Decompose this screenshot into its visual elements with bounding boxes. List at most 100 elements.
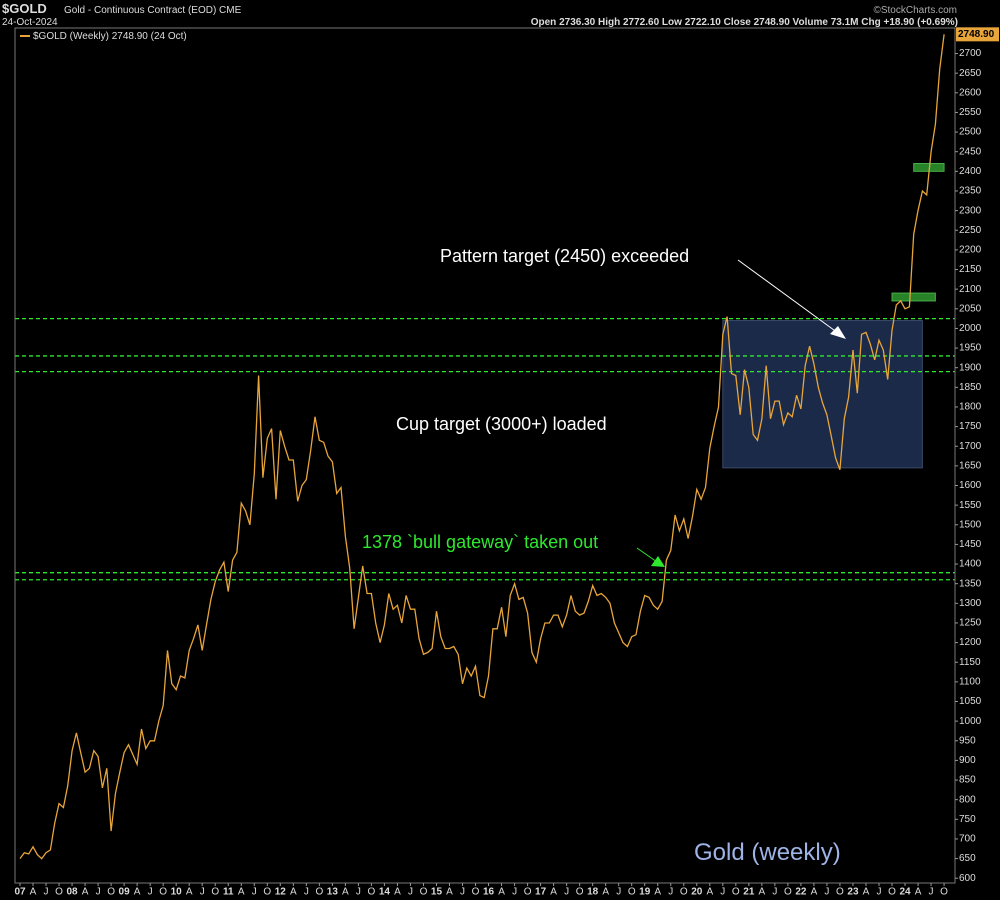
- x-tick-label: A: [446, 887, 453, 898]
- y-tick-label: 1550: [959, 500, 982, 511]
- x-tick-label: O: [940, 887, 948, 898]
- y-tick-label: 1750: [959, 421, 982, 432]
- x-tick-label: O: [472, 887, 480, 898]
- y-tick-label: 2150: [959, 264, 982, 275]
- y-tick-label: 1900: [959, 362, 982, 373]
- x-tick-label: J: [44, 887, 49, 898]
- y-tick-label: 1600: [959, 480, 982, 491]
- x-tick-label: A: [290, 887, 297, 898]
- x-tick-label: O: [55, 887, 63, 898]
- y-tick-label: 2500: [959, 127, 982, 138]
- x-tick-label: 17: [535, 887, 547, 898]
- x-tick-label: A: [30, 887, 37, 898]
- y-tick-label: 950: [959, 735, 976, 746]
- y-tick-label: 850: [959, 775, 976, 786]
- y-tick-label: 1000: [959, 716, 982, 727]
- x-tick-label: A: [602, 887, 609, 898]
- y-tick-label: 2600: [959, 87, 982, 98]
- x-tick-label: J: [876, 887, 881, 898]
- zone: [722, 320, 923, 469]
- y-tick-label: 2550: [959, 107, 982, 118]
- y-tick-label: 2050: [959, 303, 982, 314]
- x-tick-label: O: [680, 887, 688, 898]
- x-tick-label: O: [159, 887, 167, 898]
- axes: 600 650 700 750 800 850 900 950 1000 1050 1100 1150…: [14, 27, 999, 898]
- x-tick-label: 23: [847, 887, 859, 898]
- annotation: Cup target (3000+) loaded: [396, 414, 607, 434]
- x-tick-label: J: [460, 887, 465, 898]
- x-tick-label: J: [564, 887, 569, 898]
- y-tick-label: 700: [959, 834, 976, 845]
- y-tick-label: 1500: [959, 519, 982, 530]
- x-tick-label: A: [759, 887, 766, 898]
- zone: [891, 292, 936, 302]
- y-tick-label: 1800: [959, 402, 982, 413]
- x-tick-label: J: [512, 887, 517, 898]
- x-tick-label: 08: [66, 887, 78, 898]
- y-tick-label: 1100: [959, 677, 981, 688]
- x-tick-label: 09: [119, 887, 131, 898]
- date: 24-Oct-2024: [2, 17, 58, 28]
- y-tick-label: 2200: [959, 245, 982, 256]
- x-tick-label: O: [420, 887, 428, 898]
- x-tick-label: O: [732, 887, 740, 898]
- annotation: Pattern target (2450) exceeded: [440, 246, 689, 266]
- x-tick-label: 24: [899, 887, 911, 898]
- y-tick-label: 900: [959, 755, 976, 766]
- y-tick-label: 800: [959, 794, 976, 805]
- y-tick-label: 1400: [959, 559, 982, 570]
- legend-label: $GOLD (Weekly) 2748.90 (24 Oct): [33, 31, 187, 42]
- x-tick-label: A: [550, 887, 557, 898]
- y-tick-label: 650: [959, 853, 976, 864]
- x-tick-label: 19: [639, 887, 651, 898]
- x-tick-label: J: [929, 887, 934, 898]
- x-tick-label: J: [304, 887, 309, 898]
- y-tick-label: 600: [959, 873, 976, 884]
- arrow: [737, 259, 839, 334]
- x-tick-label: O: [576, 887, 584, 898]
- x-tick-label: O: [107, 887, 115, 898]
- arrow-head: [651, 556, 665, 567]
- y-tick-label: 1200: [959, 637, 982, 648]
- x-tick-label: J: [96, 887, 101, 898]
- y-tick-label: 1850: [959, 382, 982, 393]
- x-tick-label: A: [82, 887, 89, 898]
- x-tick-label: A: [394, 887, 401, 898]
- x-tick-label: O: [263, 887, 271, 898]
- x-tick-label: J: [356, 887, 361, 898]
- x-tick-label: A: [238, 887, 245, 898]
- x-tick-label: J: [200, 887, 205, 898]
- y-tick-label: 1150: [959, 657, 981, 668]
- y-tick-label: 2650: [959, 68, 982, 79]
- x-tick-label: 22: [795, 887, 807, 898]
- x-tick-label: 07: [14, 887, 26, 898]
- x-tick-label: O: [524, 887, 532, 898]
- y-tick-label: 2700: [959, 48, 982, 59]
- x-tick-label: A: [915, 887, 922, 898]
- x-tick-label: O: [836, 887, 844, 898]
- y-tick-label: 1700: [959, 441, 982, 452]
- x-tick-label: 21: [743, 887, 755, 898]
- x-tick-label: A: [342, 887, 349, 898]
- y-tick-label: 1250: [959, 618, 982, 629]
- last-value-label: 2748.90: [958, 29, 995, 40]
- symbol: $GOLD: [2, 1, 47, 16]
- x-tick-label: A: [811, 887, 818, 898]
- subtitle: Gold - Continuous Contract (EOD) CME: [64, 5, 242, 16]
- y-tick-label: 2300: [959, 205, 982, 216]
- x-tick-label: A: [134, 887, 141, 898]
- x-tick-label: 14: [379, 887, 391, 898]
- chart-label: Gold (weekly): [694, 839, 841, 866]
- plot-frame: [14, 27, 956, 884]
- x-tick-label: O: [784, 887, 792, 898]
- y-tick-label: 1350: [959, 578, 982, 589]
- x-tick-label: J: [720, 887, 725, 898]
- price-line: [19, 34, 945, 860]
- x-tick-label: 16: [483, 887, 495, 898]
- x-tick-label: O: [888, 887, 896, 898]
- quote: Open 2736.30 High 2772.60 Low 2722.10 Cl…: [531, 17, 958, 28]
- x-tick-label: J: [824, 887, 829, 898]
- x-tick-label: 10: [171, 887, 183, 898]
